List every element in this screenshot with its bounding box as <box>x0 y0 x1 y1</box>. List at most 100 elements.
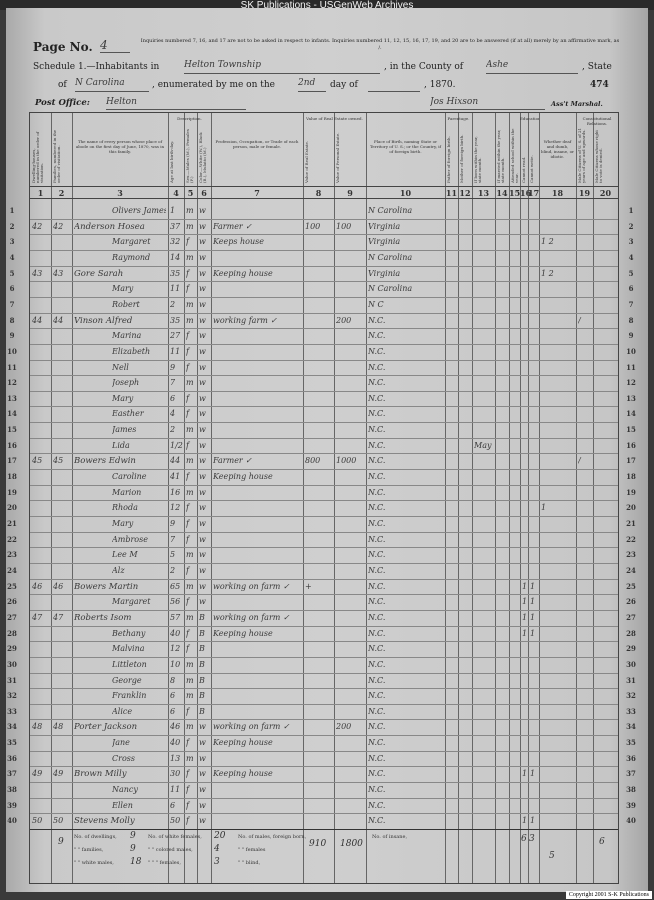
blind-label: " " blind, <box>238 860 261 866</box>
cell-birth: N.C. <box>368 331 386 341</box>
cell-c16: 1 <box>522 769 527 779</box>
line-number: 5 <box>9 268 15 278</box>
line-number: 11 <box>626 362 636 372</box>
cell-age: 2 <box>170 425 176 435</box>
cell-sex: m <box>186 456 194 466</box>
column-number-10: 10 <box>399 188 412 198</box>
group-header-constitutional: Constitutional Relations. <box>582 116 612 126</box>
cell-birth: N.C. <box>368 706 386 716</box>
column-divider <box>445 113 446 883</box>
line-number: 9 <box>9 331 15 341</box>
row-divider <box>30 782 618 784</box>
cell-c18: 1 2 <box>541 237 554 247</box>
line-number: 22 <box>626 534 636 544</box>
cell-color: w <box>199 331 206 341</box>
white-females-value: 20 <box>214 831 226 841</box>
column-divider <box>539 113 540 883</box>
cell-birth: N.C. <box>368 534 386 544</box>
cell-birth: N.C. <box>368 503 386 513</box>
line-number: 17 <box>626 456 636 466</box>
cell-birth: N.C. <box>368 440 386 450</box>
line-number: 31 <box>626 675 636 685</box>
footer-dwellings-total: 9 <box>58 837 64 847</box>
row-divider <box>30 359 618 361</box>
cell-birth: Virginia <box>368 237 401 247</box>
cell-sex: m <box>186 487 194 497</box>
cell-color: w <box>199 346 206 356</box>
line-number: 12 <box>7 378 17 388</box>
cell-color: w <box>199 472 206 482</box>
cell-name: Franklin <box>112 691 147 701</box>
column-header-9: Value of Personal Estate. <box>336 132 340 183</box>
cell-age: 46 <box>170 722 181 732</box>
cell-birth: N.C. <box>368 425 386 435</box>
cell-age: 44 <box>170 456 181 466</box>
cell-age: 16 <box>170 487 181 497</box>
colored-females-value: 3 <box>214 857 220 867</box>
cell-fam: 42 <box>53 221 64 231</box>
cell-fam: 50 <box>53 816 64 826</box>
white-males-value: 18 <box>130 857 142 867</box>
cell-dw: 43 <box>32 268 43 278</box>
families-value: 9 <box>130 844 136 854</box>
column-number-16: 16 <box>520 188 532 198</box>
cell-dw: 42 <box>32 221 43 231</box>
column-number-20: 20 <box>599 188 612 198</box>
column-header-12: Mother of foreign birth. <box>460 134 464 183</box>
line-number: 6 <box>628 284 634 294</box>
cell-name: Raymond <box>112 252 151 262</box>
line-number: 33 <box>7 706 17 716</box>
cell-name: Lee M <box>112 550 138 560</box>
line-number: 27 <box>7 612 17 622</box>
constitutional-total: 6 <box>599 837 605 847</box>
cell-name: Robert <box>112 299 140 309</box>
cell-birth: N.C. <box>368 472 386 482</box>
cell-color: w <box>199 268 206 278</box>
line-number: 40 <box>7 816 17 826</box>
line-number: 23 <box>7 550 17 560</box>
cell-c16: 1 <box>522 581 527 591</box>
row-divider <box>30 672 618 674</box>
cannot-read-total: 6 <box>521 834 527 844</box>
foreign-males-label: No. of males, foreign born, <box>238 834 307 840</box>
row-divider <box>30 516 618 517</box>
cell-sex: f <box>186 393 189 403</box>
cell-age: 12 <box>170 644 181 654</box>
line-number: 21 <box>7 519 17 528</box>
cell-color: w <box>199 440 206 450</box>
cell-name: Bethany <box>112 628 146 638</box>
line-number: 28 <box>626 628 636 638</box>
cell-sex: f <box>186 519 189 528</box>
cell-occ: Farmer ✓ <box>213 221 252 231</box>
row-divider <box>30 234 618 236</box>
cell-occ: working on farm ✓ <box>213 612 290 622</box>
cell-name: Easther <box>112 409 144 419</box>
cell-birth: N.C. <box>368 785 386 795</box>
cell-occ: working on farm ✓ <box>213 722 290 732</box>
line-number: 29 <box>7 644 17 654</box>
cell-age: 7 <box>170 378 176 388</box>
line-number: 39 <box>7 800 17 810</box>
cell-occ: Keeps house <box>213 237 264 247</box>
cell-age: 27 <box>170 331 181 341</box>
column-number-12: 12 <box>459 188 471 198</box>
cell-name: Mary <box>112 519 134 528</box>
cell-dw: 44 <box>32 315 43 325</box>
cell-c17: 1 <box>530 769 536 779</box>
cell-sex: f <box>186 534 189 544</box>
enumerated-label: , enumerated by me on the <box>152 80 275 90</box>
line-number: 24 <box>626 565 636 575</box>
line-number: 21 <box>626 519 636 528</box>
row-divider <box>30 562 618 564</box>
cell-color: w <box>199 252 206 262</box>
cell-sex: m <box>186 691 194 701</box>
cell-name: Elizabeth <box>112 346 151 356</box>
column-number-18: 18 <box>551 188 564 198</box>
real-estate-total: 910 <box>309 839 327 849</box>
cell-color: w <box>199 534 206 544</box>
cell-age: 10 <box>170 659 181 669</box>
cell-occ: Keeping house <box>213 628 273 638</box>
cell-sex: f <box>186 628 189 638</box>
line-number: 29 <box>626 644 636 654</box>
post-office-label: Post Office: <box>35 98 90 108</box>
